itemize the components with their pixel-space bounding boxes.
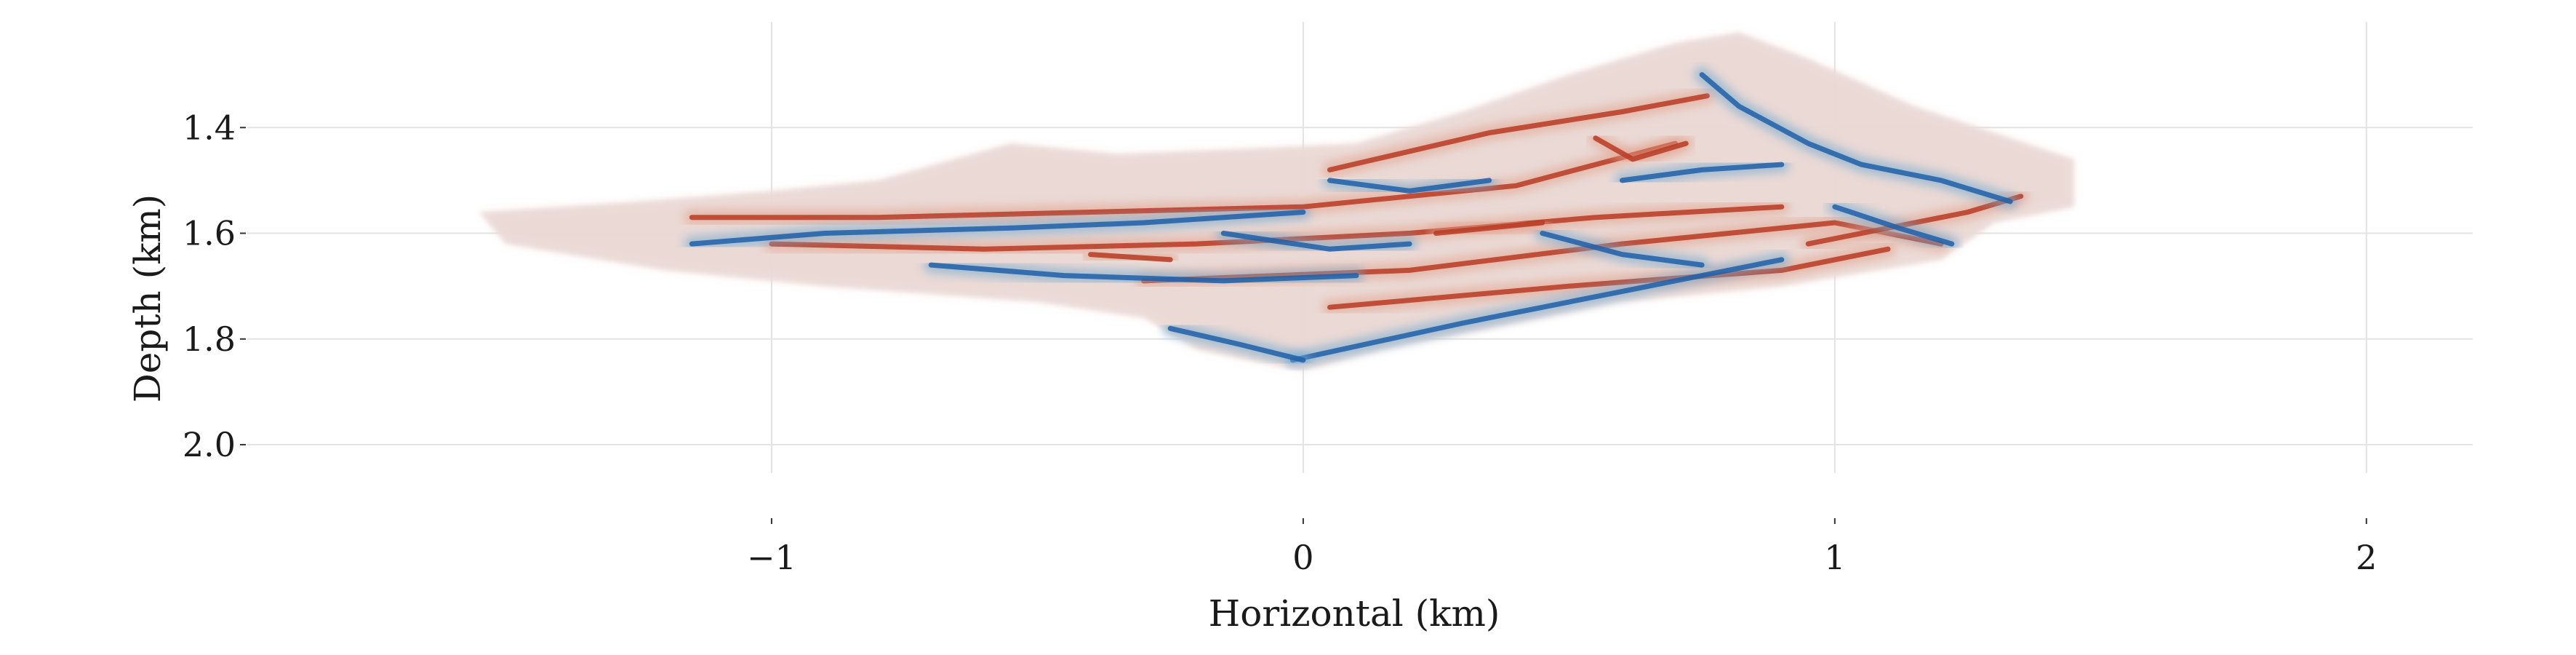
reflector-12-negative — [923, 257, 1364, 289]
x-tick-label-2: 1 — [1824, 538, 1845, 577]
axis-ticks: 1.4 1.6 1.8 2.0 −1 0 1 2 — [183, 108, 2377, 577]
x-tick-label-0: −1 — [747, 538, 796, 577]
reflector-core — [1540, 231, 1705, 268]
reflector-13-negative — [1534, 225, 1711, 274]
reflector-core — [1220, 231, 1412, 252]
y-tick-label-1: 1.6 — [183, 214, 236, 253]
reflector-1-positive — [684, 135, 1684, 226]
reflector-core — [928, 262, 1359, 284]
reflector-core — [689, 210, 1306, 247]
reflector-6-positive — [1587, 130, 1695, 167]
reflector-14-negative — [1694, 66, 2019, 210]
reflector-core — [1289, 257, 1785, 363]
reflector-18-negative — [1215, 225, 1418, 258]
reflector-core — [1327, 93, 1710, 172]
reflector-core — [689, 140, 1679, 221]
y-axis-label: Depth (km) — [127, 194, 169, 403]
reflector-core — [1433, 220, 1545, 236]
reflector-core — [1620, 162, 1785, 183]
reflector-core — [1699, 72, 2013, 205]
reflector-core — [1088, 252, 1173, 263]
reflector-10-negative — [1162, 320, 1311, 368]
reflector-0-positive — [1321, 87, 1716, 178]
reflector-9-negative — [1284, 251, 1790, 368]
y-tick-label-2: 1.8 — [183, 319, 236, 359]
x-tick-label-1: 0 — [1292, 538, 1313, 577]
reflector-core — [1327, 178, 1492, 194]
reflector-17-negative — [1826, 199, 1960, 253]
reflector-core — [1167, 325, 1306, 363]
x-axis-label: Horizontal (km) — [1209, 592, 1500, 635]
y-tick-label-3: 2.0 — [183, 425, 236, 464]
x-tick-label-3: 2 — [2356, 538, 2377, 577]
y-tick-label-0: 1.4 — [183, 108, 236, 147]
reflector-7-positive — [1082, 246, 1179, 268]
reflector-core — [1593, 135, 1689, 162]
reflectors — [684, 66, 2029, 368]
reflector-11-negative — [684, 204, 1311, 253]
reflector-8-positive — [1428, 215, 1551, 242]
reflector-15-negative — [1321, 172, 1497, 199]
reflector-core — [1832, 204, 1955, 247]
reflector-16-negative — [1614, 156, 1790, 188]
